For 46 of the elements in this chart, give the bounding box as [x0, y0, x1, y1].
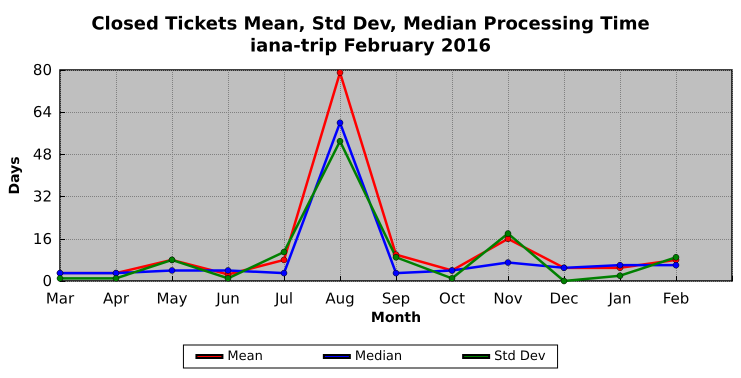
x-tick-label: Mar: [46, 290, 75, 308]
point: [280, 270, 288, 276]
x-tick-label: Aug: [325, 290, 355, 308]
y-tick-label: 80: [32, 61, 52, 79]
point: [168, 267, 176, 274]
x-tick-label: Jul: [274, 290, 294, 308]
y-tick-label: 48: [32, 145, 52, 164]
point: [280, 256, 288, 264]
point: [392, 254, 400, 261]
point: [336, 69, 344, 76]
x-tick-label: Oct: [439, 290, 466, 308]
point: [224, 267, 232, 274]
y-tick-label: 64: [32, 103, 52, 122]
x-tick-label: Jun: [215, 290, 240, 308]
x-tick-label: Jan: [607, 290, 632, 308]
legend-label: Mean: [227, 349, 263, 364]
x-tick-label: Sep: [382, 290, 410, 308]
x-tick-label: May: [156, 290, 188, 308]
chart-title: Closed Tickets Mean, Std Dev, Median Processing Time iana-trip February 2016: [91, 14, 650, 56]
x-tick-label: Dec: [549, 290, 579, 308]
point: [672, 262, 680, 268]
point: [56, 275, 64, 282]
x-tick-label: Nov: [493, 290, 523, 308]
x-tick-label: Feb: [662, 290, 690, 308]
point: [504, 236, 512, 242]
point: [616, 272, 624, 279]
point: [336, 138, 344, 144]
point: [448, 275, 456, 282]
y-tick-label: 32: [32, 188, 52, 206]
point: [616, 262, 624, 268]
point: [392, 270, 400, 276]
point: [280, 248, 288, 256]
y-tick-label: 0: [42, 272, 52, 290]
legend-label: Std Dev: [494, 349, 546, 364]
y-tick-label: 16: [32, 230, 52, 248]
point: [504, 259, 512, 266]
legend-label: Median: [354, 349, 402, 364]
point: [336, 120, 344, 126]
point: [504, 230, 512, 237]
x-tick-label: Apr: [103, 290, 130, 308]
x-axis-title: Month: [370, 310, 422, 326]
point: [560, 278, 568, 284]
point: [672, 254, 680, 261]
point: [112, 275, 120, 282]
point: [224, 275, 232, 282]
y-axis-title: Days: [7, 156, 23, 195]
